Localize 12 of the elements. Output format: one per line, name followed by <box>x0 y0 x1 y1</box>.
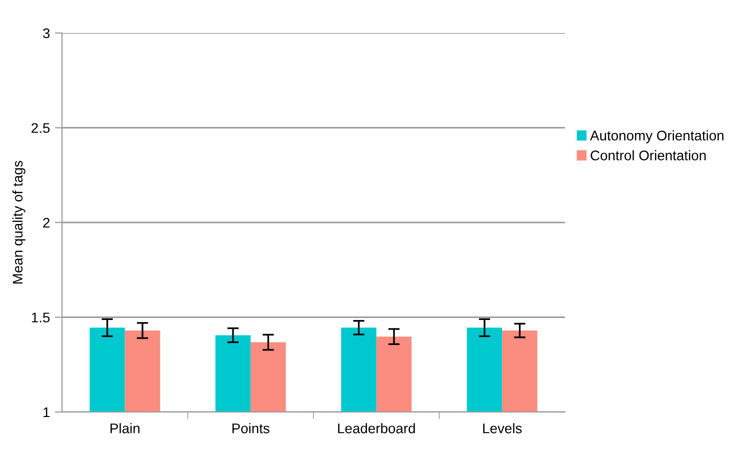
legend-label: Autonomy Orientation <box>590 130 724 144</box>
x-tick-label: Plain <box>110 423 140 434</box>
x-tick-label: Leaderboard <box>338 423 415 434</box>
y-tick-label: 2 <box>43 218 50 228</box>
y-axis-title: Mean quality of tags <box>12 160 26 284</box>
x-tick-label: Points <box>232 423 270 434</box>
y-tick-label: 1 <box>44 407 50 418</box>
y-tick-label: 1.5 <box>32 312 50 322</box>
legend-label: Control Orientation <box>590 150 706 160</box>
y-tick-label: 2.5 <box>32 123 50 133</box>
x-tick-label: Levels <box>483 423 522 434</box>
y-tick-label: 3 <box>43 28 50 38</box>
